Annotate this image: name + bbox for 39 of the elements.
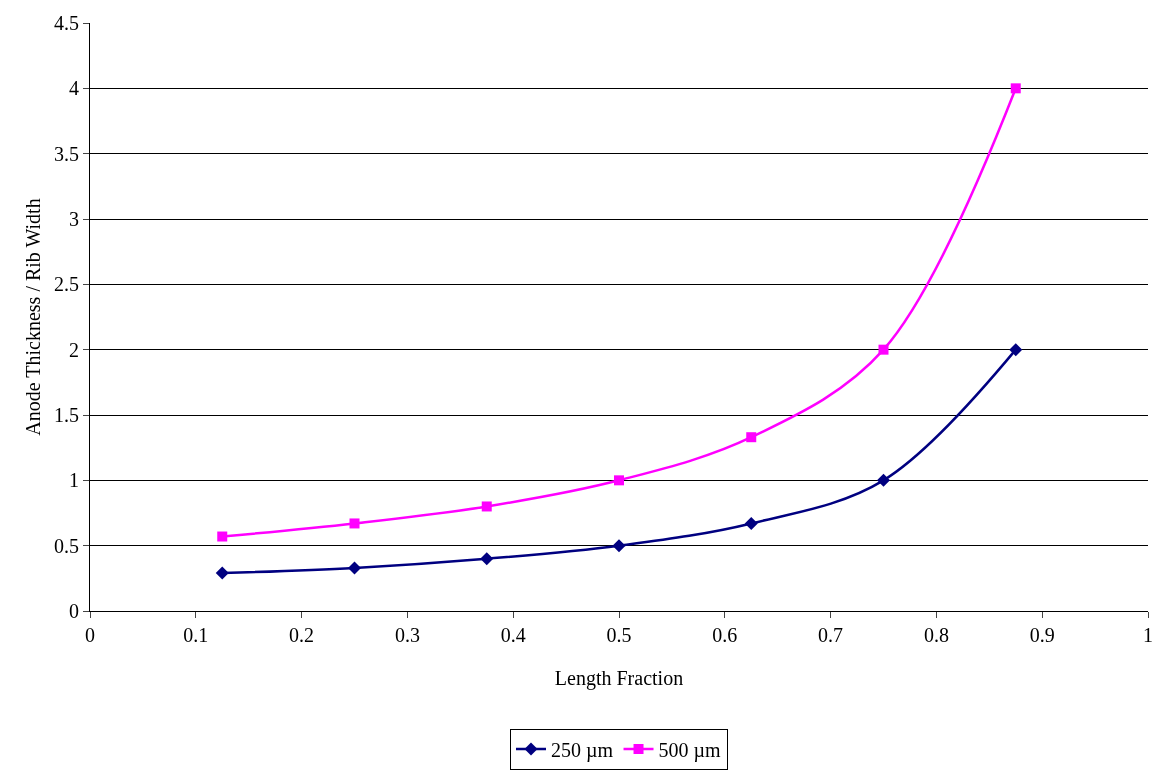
y-tick-label: 4: [69, 77, 79, 100]
point: [878, 344, 889, 355]
y-tick-label: 3: [69, 208, 79, 230]
y-tick-label: 1.5: [54, 404, 79, 426]
y-tick-label: 3.5: [54, 142, 79, 165]
x-tick-label: 0.2: [289, 624, 315, 646]
legend-label: 250 µm: [551, 738, 614, 762]
y-tick-label: 0: [69, 600, 79, 622]
point: [746, 432, 757, 443]
x-tick-label: 0.8: [923, 624, 949, 646]
legend-label: 500 µm: [658, 738, 722, 762]
point: [217, 531, 228, 542]
point: [480, 552, 494, 566]
x-tick-label: 0.5: [606, 624, 632, 646]
point: [877, 473, 890, 487]
point: [612, 539, 626, 553]
y-tick-label: 1: [69, 469, 79, 492]
x-tick-label: 1: [1143, 624, 1153, 646]
point: [1010, 83, 1021, 94]
x-tick-label: 0.7: [818, 624, 844, 646]
x-axis-title: Length Fraction: [554, 666, 684, 690]
point: [1009, 343, 1023, 357]
y-axis-title: Anode Thickness / Rib Width: [22, 198, 44, 436]
point: [215, 566, 229, 580]
y-tick-label: 4.5: [54, 12, 79, 34]
point: [349, 518, 360, 529]
x-tick-label: 0.1: [183, 624, 209, 646]
x-tick-label: 0: [85, 624, 95, 646]
x-tick-label: 0.3: [394, 624, 420, 646]
x-tick-label: 0.9: [1029, 624, 1055, 646]
point: [744, 516, 758, 530]
point: [348, 561, 361, 575]
point: [614, 475, 624, 486]
x-tick-label: 0.4: [500, 624, 526, 646]
y-tick-label: 0.5: [54, 534, 79, 557]
x-tick-label: 0.6: [712, 624, 738, 646]
point: [481, 501, 492, 512]
y-tick-label: 2: [69, 338, 79, 361]
y-tick-label: 2.5: [54, 273, 79, 296]
